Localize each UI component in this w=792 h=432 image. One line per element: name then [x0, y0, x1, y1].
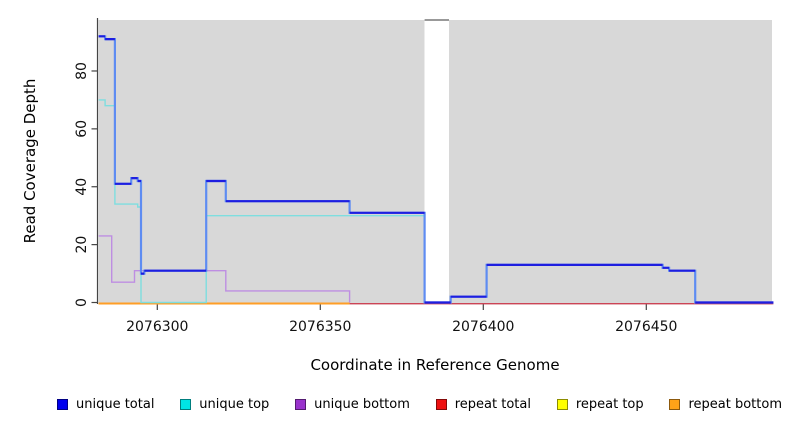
legend-swatch-repeat-total	[435, 399, 447, 410]
coverage-plot: 0 20 40 60 80 2076300 2076350 2076400 2076450	[74, 18, 774, 335]
legend-swatch-repeat-bottom	[669, 399, 681, 410]
legend-swatch-unique-bottom	[295, 399, 307, 410]
y-tick-label: 80	[74, 62, 90, 80]
x-tick-label: 2076300	[126, 319, 188, 335]
legend-label-unique-total: unique total	[76, 397, 155, 412]
y-axis-title: Read Coverage Depth	[21, 78, 39, 244]
y-tick-label: 20	[74, 236, 90, 254]
legend-item-unique-bottom: unique bottom	[295, 397, 410, 412]
x-tick-label: 2076450	[615, 319, 677, 335]
coverage-gap-marker	[424, 19, 449, 21]
y-tick-label: 0	[74, 298, 90, 307]
x-tick-label: 2076350	[289, 319, 351, 335]
y-tick-label: 60	[74, 120, 90, 138]
legend-item-repeat-bottom: repeat bottom	[669, 397, 782, 412]
legend-item-unique-top: unique top	[180, 397, 269, 412]
legend-item-unique-total: unique total	[57, 397, 154, 412]
legend-swatch-unique-top	[180, 399, 192, 410]
legend-swatch-repeat-top	[556, 399, 568, 410]
legend-label-unique-top: unique top	[199, 397, 270, 412]
legend: unique total unique top unique bottom repea…	[0, 397, 792, 412]
legend-swatch-unique-total	[57, 399, 68, 410]
x-axis-title: Coordinate in Reference Genome	[310, 356, 560, 374]
series-line-unique-bottom	[98, 235, 351, 303]
legend-label-repeat-top: repeat top	[575, 397, 644, 412]
series-line-unique-total	[98, 35, 774, 304]
plot-background-region	[98, 20, 425, 305]
legend-label-repeat-total: repeat total	[454, 397, 531, 412]
legend-label-unique-bottom: unique bottom	[314, 397, 410, 412]
legend-label-repeat-bottom: repeat bottom	[688, 397, 782, 412]
x-tick-label: 2076400	[452, 319, 514, 335]
legend-item-repeat-top: repeat top	[556, 397, 644, 412]
y-tick-label: 40	[74, 178, 90, 196]
plot-background-region	[449, 20, 772, 305]
legend-item-repeat-total: repeat total	[435, 397, 531, 412]
